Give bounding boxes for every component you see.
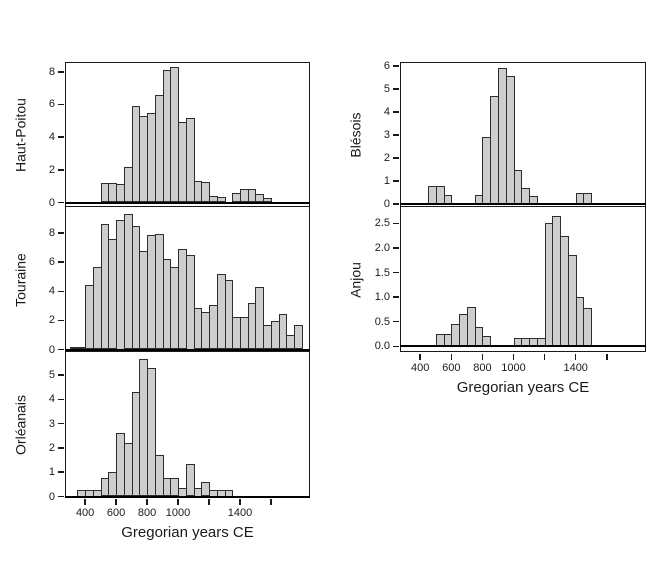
x-tick-mark xyxy=(512,353,515,360)
y-tick-mark xyxy=(58,136,64,138)
y-tick-mark xyxy=(58,261,64,263)
y-tick-label: 1.5 xyxy=(374,266,390,279)
y-tick-mark xyxy=(393,296,399,298)
x-tick-label: 1400 xyxy=(563,362,588,374)
y-tick-label: 5 xyxy=(48,369,55,381)
x-tick-mark xyxy=(239,498,241,505)
y-tick-label: 5 xyxy=(383,83,390,95)
y-axis-region-label: Blésois xyxy=(347,111,363,158)
y-tick-label: 4 xyxy=(383,106,390,118)
y-tick-mark xyxy=(58,422,64,425)
x-axis-title-left: Gregorian years CE xyxy=(121,524,254,541)
y-tick-label: 4 xyxy=(48,393,55,406)
y-tick-mark xyxy=(393,88,399,90)
y-tick-mark xyxy=(393,157,399,159)
y-tick-label: 6 xyxy=(48,256,55,269)
panel-anjou xyxy=(400,205,646,352)
x-tick-label: 1400 xyxy=(227,507,253,519)
x-tick-label: 600 xyxy=(442,362,461,374)
y-tick-label: 3 xyxy=(48,417,55,430)
y-tick-label: 1 xyxy=(48,466,55,479)
y-tick-label: 8 xyxy=(48,227,55,240)
y-axis-region-label: Haut-Poitou xyxy=(12,97,28,172)
y-tick-label: 2.0 xyxy=(374,241,390,254)
y-tick-mark xyxy=(58,232,64,234)
x-tick-label: 800 xyxy=(473,362,492,374)
y-tick-mark xyxy=(58,495,64,498)
x-tick-mark xyxy=(146,498,148,505)
x-tick-mark xyxy=(606,353,608,360)
x-tick-label: 1000 xyxy=(165,507,191,519)
x-tick-mark xyxy=(115,498,117,505)
y-tick-mark xyxy=(58,169,64,171)
y-tick-label: 2 xyxy=(383,152,390,164)
y-tick-label: 1.0 xyxy=(374,291,390,304)
zero-baseline xyxy=(400,203,646,205)
y-tick-mark xyxy=(58,447,64,449)
y-tick-label: 1 xyxy=(383,175,390,187)
zero-baseline xyxy=(65,348,310,351)
y-tick-mark xyxy=(393,111,399,113)
x-tick-label: 1000 xyxy=(501,362,526,374)
y-tick-mark xyxy=(393,320,399,323)
histogram-bar xyxy=(583,307,593,347)
y-axis-region-label: Anjou xyxy=(347,261,363,298)
y-tick-label: 4 xyxy=(48,131,55,144)
y-tick-label: 2.5 xyxy=(374,217,390,230)
y-tick-label: 0 xyxy=(48,196,55,209)
y-tick-mark xyxy=(393,134,399,136)
x-tick-mark xyxy=(419,353,421,360)
y-tick-mark xyxy=(393,222,399,225)
x-tick-mark xyxy=(177,498,179,505)
zero-baseline xyxy=(65,495,310,498)
histogram-bar xyxy=(294,325,303,350)
y-tick-label: 0 xyxy=(383,198,390,210)
y-tick-label: 3 xyxy=(383,129,390,141)
y-tick-mark xyxy=(58,71,64,73)
x-axis-title-right: Gregorian years CE xyxy=(456,379,590,396)
y-tick-label: 2 xyxy=(48,314,55,327)
x-tick-mark xyxy=(543,353,546,360)
y-tick-label: 0.5 xyxy=(374,315,390,328)
x-tick-label: 400 xyxy=(411,362,430,374)
y-axis-region-label: Orléanais xyxy=(12,394,28,455)
y-tick-label: 6 xyxy=(383,60,390,72)
x-tick-mark xyxy=(481,353,484,360)
y-axis-region-label: Touraine xyxy=(12,252,28,307)
y-tick-mark xyxy=(58,290,64,293)
y-tick-label: 6 xyxy=(48,98,55,111)
zero-baseline xyxy=(400,345,646,348)
x-tick-mark xyxy=(208,498,210,505)
y-tick-label: 8 xyxy=(48,65,55,78)
y-tick-mark xyxy=(58,348,64,351)
y-tick-mark xyxy=(58,319,64,322)
y-tick-label: 0 xyxy=(48,490,55,503)
y-tick-mark xyxy=(58,398,64,401)
x-tick-label: 800 xyxy=(137,507,157,519)
y-tick-label: 4 xyxy=(48,285,55,298)
y-tick-mark xyxy=(393,203,399,205)
y-tick-label: 2 xyxy=(48,163,55,176)
panel-blesois xyxy=(400,62,646,207)
x-tick-mark xyxy=(574,353,577,360)
y-tick-label: 0.0 xyxy=(374,340,390,353)
zero-baseline xyxy=(65,201,310,204)
x-tick-mark xyxy=(450,353,453,360)
y-tick-mark xyxy=(393,271,399,274)
y-tick-mark xyxy=(393,180,399,182)
x-tick-label: 400 xyxy=(75,507,95,519)
x-tick-mark xyxy=(270,498,272,505)
y-tick-mark xyxy=(58,103,64,106)
y-tick-mark xyxy=(393,65,399,67)
y-tick-label: 0 xyxy=(48,343,55,356)
y-tick-mark xyxy=(58,374,64,376)
y-tick-mark xyxy=(393,247,399,249)
y-tick-mark xyxy=(58,471,64,473)
y-tick-mark xyxy=(58,201,64,204)
x-tick-label: 600 xyxy=(106,507,126,519)
x-tick-mark xyxy=(84,498,86,505)
y-tick-mark xyxy=(393,345,399,348)
y-tick-label: 2 xyxy=(48,441,55,454)
